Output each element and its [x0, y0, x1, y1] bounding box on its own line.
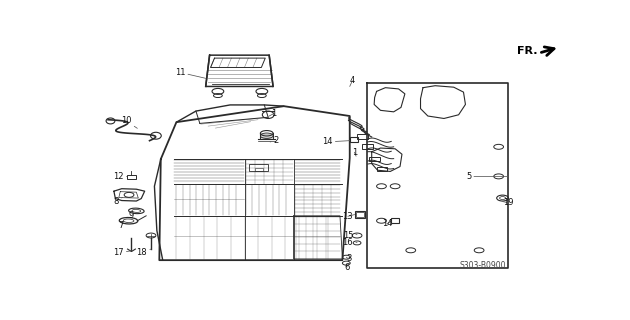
Text: 15: 15 — [343, 230, 357, 240]
Bar — [255, 167, 263, 171]
Text: 13: 13 — [343, 212, 355, 221]
Text: 11: 11 — [175, 68, 205, 78]
Text: 1: 1 — [352, 148, 357, 157]
Bar — [356, 212, 364, 217]
Text: 19: 19 — [503, 198, 514, 207]
Bar — [377, 166, 387, 171]
Text: 14: 14 — [382, 219, 392, 228]
Text: 4: 4 — [350, 76, 355, 86]
Text: 10: 10 — [121, 116, 137, 128]
Text: 17: 17 — [113, 248, 132, 257]
Text: 5: 5 — [466, 172, 508, 181]
Text: 6: 6 — [345, 262, 350, 272]
Text: 14: 14 — [322, 137, 350, 146]
Bar — [355, 211, 365, 218]
Bar — [362, 144, 373, 149]
Text: 16: 16 — [343, 238, 357, 247]
Bar — [369, 157, 380, 161]
Text: FR.: FR. — [517, 46, 537, 56]
Text: 12: 12 — [113, 172, 127, 181]
Text: 2: 2 — [270, 136, 279, 145]
Text: 7: 7 — [118, 221, 127, 230]
Bar — [357, 134, 368, 139]
Bar — [127, 175, 136, 179]
Bar — [249, 164, 268, 172]
Text: S303-B0900: S303-B0900 — [459, 260, 506, 269]
Bar — [350, 137, 358, 142]
Text: 1: 1 — [269, 109, 277, 118]
Text: 8: 8 — [113, 196, 123, 205]
Text: 9: 9 — [128, 211, 136, 220]
Bar — [391, 218, 399, 223]
Text: 18: 18 — [137, 248, 151, 257]
Text: 3: 3 — [346, 254, 351, 263]
